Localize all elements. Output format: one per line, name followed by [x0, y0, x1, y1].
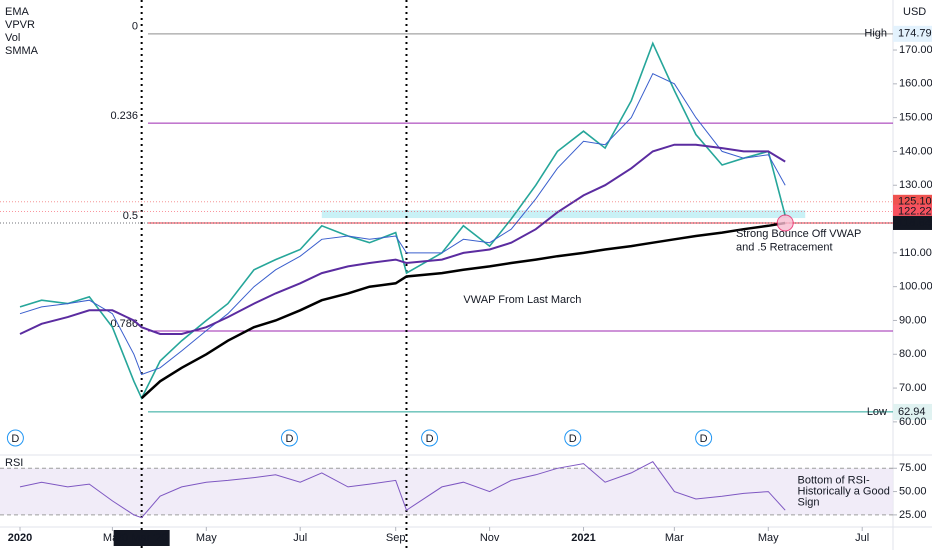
y-tick-label: 130.00 [899, 179, 932, 191]
series-line [19, 143, 786, 335]
rsi-y-tick-label: 50.00 [899, 485, 927, 497]
price-tag [893, 204, 932, 219]
x-tick-label: Sep [386, 532, 406, 544]
annotation: and .5 Retracement [736, 242, 833, 254]
bounce-marker [776, 214, 794, 232]
dividend-label: D [569, 433, 577, 445]
x-tick-label: May [758, 532, 779, 544]
y-tick-label: 60.00 [899, 416, 927, 428]
fib-label: 0 [132, 21, 138, 33]
price-tag [893, 215, 932, 230]
extreme-value: 174.79 [898, 28, 932, 40]
y-tick-label: 70.00 [899, 382, 927, 394]
y-tick-label: 160.00 [899, 78, 932, 90]
x-tick-label: Mar [665, 532, 684, 544]
x-tick-label: Nov [480, 532, 500, 544]
x-tick-label: Jul [293, 532, 307, 544]
rsi-y-tick-label: 25.00 [899, 509, 927, 521]
series-line [19, 461, 786, 519]
x-tick-label: 2021 [571, 532, 595, 544]
y-tick-label: 100.00 [899, 281, 932, 293]
annotation: Sign [798, 497, 820, 509]
extreme-value: 62.94 [898, 406, 926, 418]
y-tick-label: 90.00 [899, 314, 927, 326]
series-line [19, 41, 786, 401]
x-tick-label: 2020 [8, 532, 32, 544]
fib-label: 0.786 [110, 318, 138, 330]
extreme-tag [893, 403, 932, 420]
annotation: Bottom of RSI- [798, 474, 870, 486]
extreme-label: High [864, 28, 887, 40]
crosshair-label: 20 Mar '20 [116, 532, 168, 544]
series-line [140, 221, 786, 400]
y-tick-label: 80.00 [899, 348, 927, 360]
dividend-label: D [285, 433, 293, 445]
dividend-label: D [426, 433, 434, 445]
support-zone [321, 210, 806, 219]
extreme-tag [893, 25, 932, 42]
rsi-title: RSI [5, 457, 23, 469]
series-line [19, 73, 786, 376]
x-tick-label: May [196, 532, 217, 544]
dividend-marker [280, 429, 298, 447]
dividend-label: D [700, 433, 708, 445]
dividend-marker [564, 429, 582, 447]
y-tick-label: 110.00 [899, 247, 932, 259]
dividend-marker [6, 429, 24, 447]
price-tag-value: 118.84 [898, 217, 931, 229]
dividend-label: D [11, 433, 19, 445]
indicator-label: EMA [5, 6, 30, 18]
extreme-label: Low [867, 406, 887, 418]
rsi-y-tick-label: 75.00 [899, 462, 927, 474]
indicator-label: VPVR [5, 19, 35, 31]
dividend-marker [421, 429, 439, 447]
fib-label: 0.236 [110, 110, 138, 122]
y-tick-label: 170.00 [899, 44, 932, 56]
crosshair-tag [113, 530, 170, 546]
y-tick-label: 140.00 [899, 145, 932, 157]
annotation: Historically a Good [798, 485, 890, 497]
fib-label: 0.5 [123, 210, 138, 222]
currency: USD [903, 6, 926, 18]
price-tag-value: 122.22 [898, 205, 932, 217]
indicator-label: SMMA [5, 45, 39, 57]
rsi-band [0, 468, 893, 515]
dividend-marker [695, 429, 713, 447]
annotation: VWAP From Last March [463, 294, 581, 306]
x-tick-label: Jul [855, 532, 869, 544]
indicator-label: Vol [5, 32, 20, 44]
y-tick-label: 150.00 [899, 112, 932, 124]
annotation: Strong Bounce Off VWAP [736, 228, 861, 240]
